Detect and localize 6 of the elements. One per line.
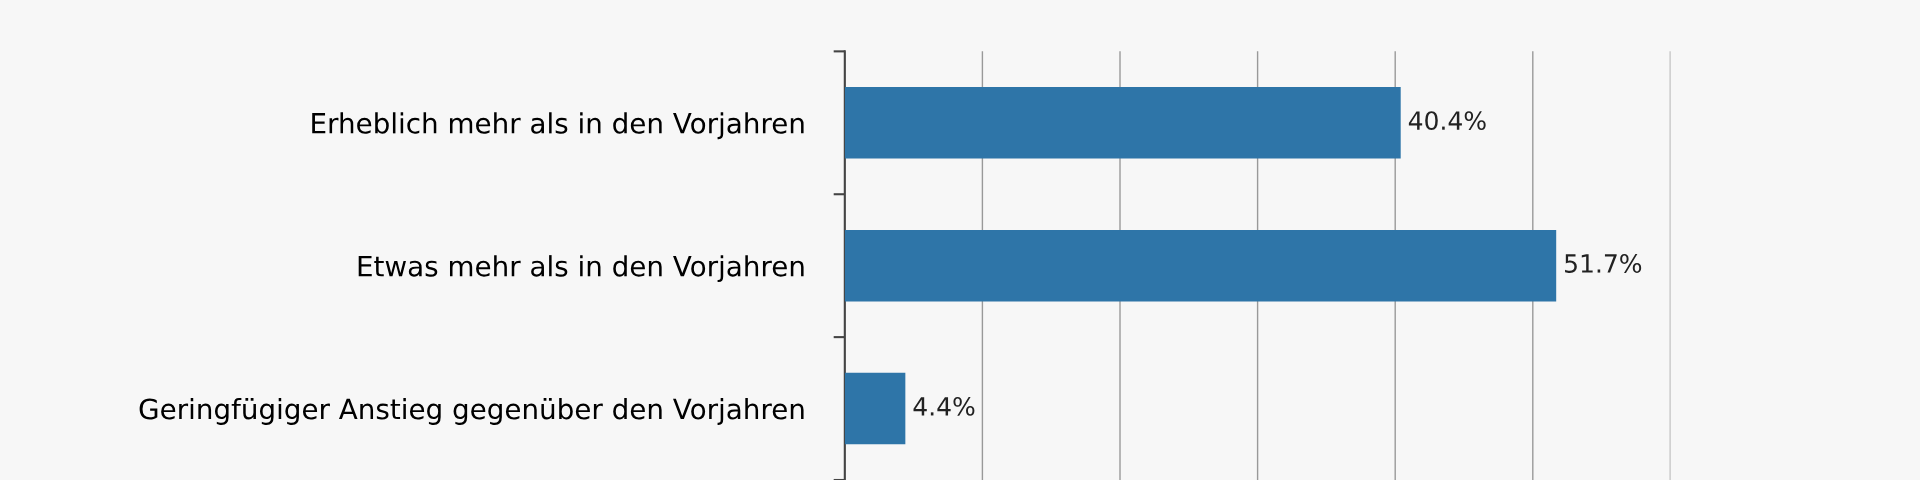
data-label: 51.7% — [1565, 254, 1642, 273]
y-tick-label: Erheblich mehr als in den Vorjahren — [312, 112, 804, 140]
data-label: 4.4% — [913, 396, 975, 416]
y-tick-label: Geringfügiger Anstieg gegenüber den Vorjahren — [139, 398, 804, 425]
data-label: 40.4% — [1408, 111, 1486, 131]
y-tick-label: Etwas mehr als in den Vorjahren — [358, 255, 804, 283]
